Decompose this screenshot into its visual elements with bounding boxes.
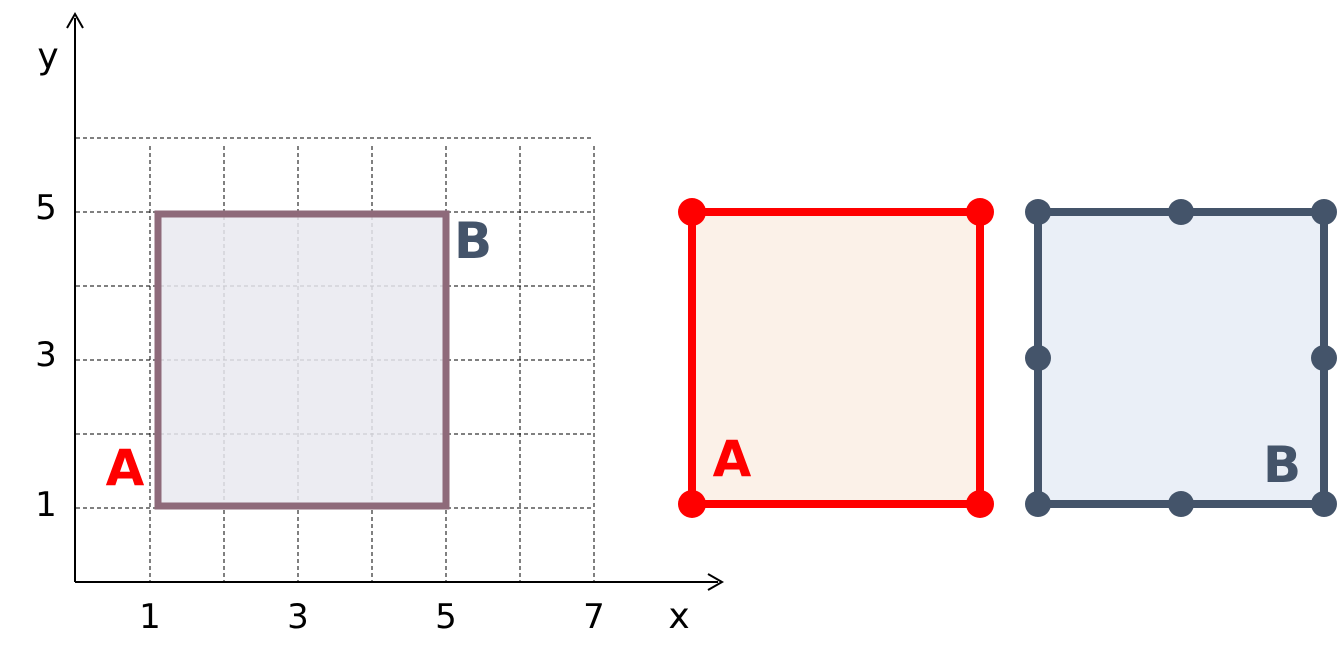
x-axis-label: x [668, 596, 689, 637]
x-tick-label: 7 [583, 597, 605, 637]
corner-label-b: B [454, 212, 492, 270]
y-axis-label: y [37, 36, 58, 77]
x-axis [75, 573, 725, 591]
y-tick-label: 1 [35, 485, 57, 525]
lattice-point [1168, 199, 1194, 225]
panel-b: B [1025, 199, 1337, 517]
lattice-point [678, 198, 706, 226]
lattice-point [1311, 345, 1337, 371]
lattice-point [1025, 199, 1051, 225]
panel-b-label: B [1263, 436, 1301, 494]
y-tick-label: 3 [35, 335, 57, 375]
overlay-square [154, 210, 450, 510]
panel-a-square [688, 208, 984, 508]
lattice-point [678, 490, 706, 518]
lattice-point [966, 490, 994, 518]
y-axis [66, 11, 84, 582]
lattice-point [1025, 491, 1051, 517]
y-tick-label: 5 [35, 188, 57, 228]
panel-a: A [678, 198, 994, 518]
x-tick-label: 5 [435, 597, 457, 637]
x-tick-label: 1 [139, 597, 161, 637]
lattice-point [1311, 491, 1337, 517]
lattice-point [1025, 345, 1051, 371]
lattice-point [966, 198, 994, 226]
x-tick-label: 3 [287, 597, 309, 637]
corner-label-a: A [106, 439, 145, 497]
panel-a-label: A [713, 430, 752, 488]
lattice-point [1311, 199, 1337, 225]
lattice-point [1168, 491, 1194, 517]
